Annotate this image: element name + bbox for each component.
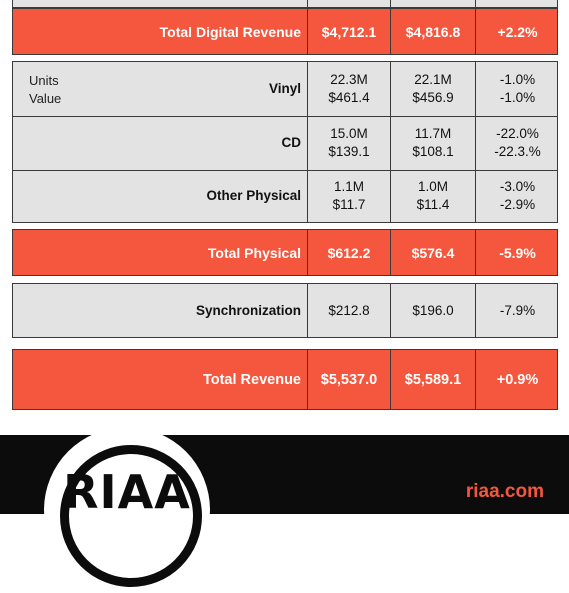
change-units: -22.0% [496,126,539,141]
change-units: -3.0% [499,179,536,194]
year1-units: 22.3M [330,72,368,87]
vinyl-row: Units Value Vinyl 22.3M $461.4 22.1M $45… [13,62,557,117]
site-link[interactable]: riaa.com [465,481,544,502]
table-cell [390,0,475,7]
year2-units: 1.0M [417,179,448,194]
year2-value: $196.0 [390,284,475,337]
other-physical-row: Other Physical 1.1M $11.7 1.0M $11.4 -3.… [13,170,557,222]
footer-bar: RIAA riaa.com [0,427,569,593]
year1-units: 15.0M [330,126,368,141]
physical-group: Units Value Vinyl 22.3M $461.4 22.1M $45… [12,61,558,223]
change-units: -1.0% [499,72,536,87]
year1-value: $11.7 [332,197,366,212]
year2-cell: 1.0M $11.4 [390,170,475,222]
year1-value: $4,712.1 [307,9,390,54]
year1-value: $139.1 [328,144,370,159]
total-physical-row: Total Physical $612.2 $576.4 -5.9% [12,229,558,276]
logo-text: RIAA [63,465,191,519]
change-cell: -1.0% -1.0% [475,62,559,116]
cd-row: CD 15.0M $139.1 11.7M $108.1 -22.0% -22.… [13,116,557,171]
year2-value: $456.9 [412,90,454,105]
year2-units: 11.7M [414,126,452,141]
row-label: CD [281,135,302,150]
row-label: Vinyl [268,81,301,96]
year1-value: $212.8 [307,284,390,337]
row-label: Total Revenue [202,371,301,388]
change-value: -1.0% [499,90,536,105]
row-label: Other Physical [206,188,301,203]
percent-change: +0.9% [475,350,559,409]
change-cell: -3.0% -2.9% [475,170,559,222]
legend-value: Value [29,91,62,106]
year1-value: $5,537.0 [307,350,390,409]
year2-cell: 11.7M $108.1 [390,116,475,170]
year2-units: 22.1M [414,72,452,87]
change-value: -22.3.% [494,144,541,159]
year1-cell: 1.1M $11.7 [307,170,390,222]
year2-value: $576.4 [390,230,475,275]
total-revenue-row: Total Revenue $5,537.0 $5,589.1 +0.9% [12,349,558,410]
year2-value: $108.1 [412,144,454,159]
units-value-legend: Units Value [29,72,61,108]
change-value: -2.9% [499,197,536,212]
row-label: Total Digital Revenue [159,23,301,40]
total-digital-revenue-row: Total Digital Revenue $4,712.1 $4,816.8 … [12,8,558,55]
legend-units: Units [29,73,59,88]
year2-value: $5,589.1 [390,350,475,409]
row-label: Total Physical [207,244,301,261]
year1-value: $612.2 [307,230,390,275]
table-row-top-partial [12,0,558,8]
row-label: Synchronization [195,302,301,318]
table-cell [475,0,559,7]
percent-change: -7.9% [475,284,559,337]
year1-value: $461.4 [328,90,370,105]
year2-value: $4,816.8 [390,9,475,54]
synchronization-row: Synchronization $212.8 $196.0 -7.9% [12,283,558,338]
percent-change: -5.9% [475,230,559,275]
year1-cell: 15.0M $139.1 [307,116,390,170]
table-cell [307,0,390,7]
riaa-logo: RIAA [44,427,210,593]
change-cell: -22.0% -22.3.% [475,116,559,170]
year2-value: $11.4 [416,197,450,212]
year2-cell: 22.1M $456.9 [390,62,475,116]
year1-cell: 22.3M $461.4 [307,62,390,116]
year1-units: 1.1M [333,179,364,194]
percent-change: +2.2% [475,9,559,54]
